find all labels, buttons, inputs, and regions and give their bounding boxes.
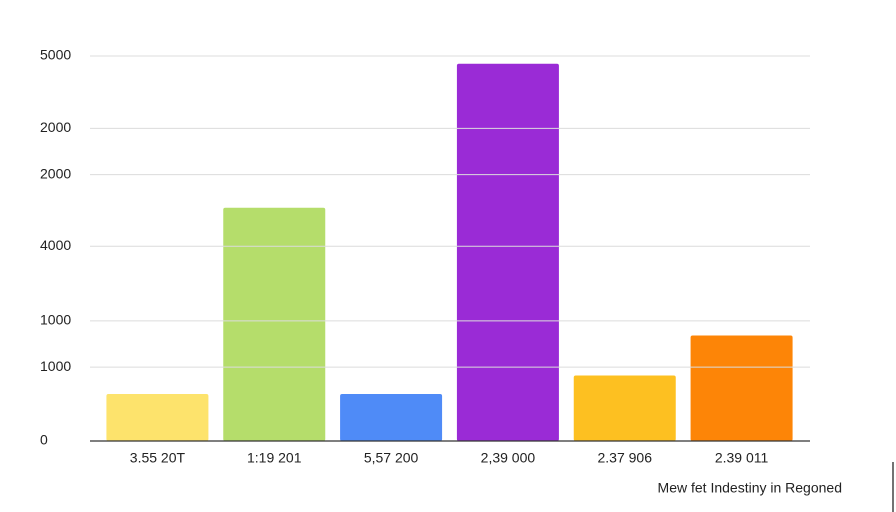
y-tick-label: 2000 bbox=[40, 119, 71, 135]
x-tick-label: 3.55 20T bbox=[130, 450, 186, 466]
bar bbox=[690, 335, 793, 441]
bar bbox=[456, 63, 559, 441]
bar bbox=[223, 207, 326, 441]
y-tick-label: 1000 bbox=[40, 312, 71, 328]
x-tick-label: 2.39 011 bbox=[715, 450, 769, 466]
y-tick-label: 5000 bbox=[40, 47, 71, 63]
y-tick-label: 2000 bbox=[40, 165, 71, 181]
bar bbox=[106, 394, 209, 441]
x-axis-label: Mew fet Indestiny in Regoned bbox=[658, 480, 842, 496]
y-tick-label: 4000 bbox=[40, 237, 71, 253]
x-tick-label: 1:19 201 bbox=[247, 450, 302, 466]
bar bbox=[573, 375, 676, 441]
y-tick-label: 0 bbox=[40, 432, 48, 448]
y-tick-label: 1000 bbox=[40, 358, 71, 374]
bar bbox=[340, 394, 443, 441]
x-tick-label: 5,57 200 bbox=[364, 450, 419, 466]
x-tick-label: 2.37 906 bbox=[598, 450, 653, 466]
x-tick-label: 2,39 000 bbox=[481, 450, 536, 466]
